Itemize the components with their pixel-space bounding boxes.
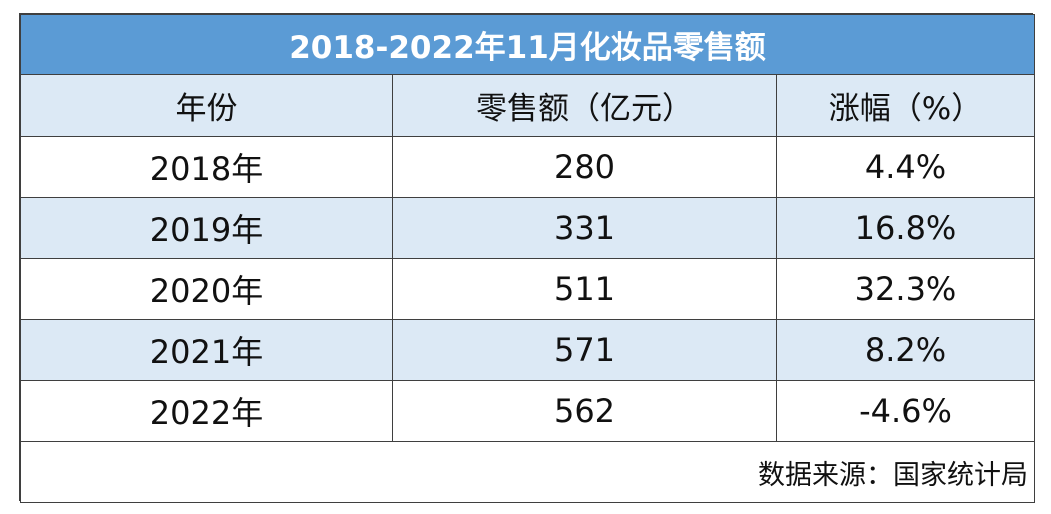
cell-year: 2018年 bbox=[20, 136, 393, 198]
header-growth-rate: 涨幅（%） bbox=[775, 74, 1036, 137]
cell-retail-sales: 511 bbox=[392, 258, 777, 320]
cell-growth-rate: 32.3% bbox=[775, 258, 1036, 320]
table-row: 2019年 331 16.8% bbox=[20, 197, 1036, 259]
cell-year: 2020年 bbox=[20, 258, 393, 320]
sales-table-container: 2018-2022年11月化妆品零售额 年份 零售额（亿元） 涨幅（%） 201… bbox=[19, 13, 1036, 503]
table-row: 2020年 511 32.3% bbox=[20, 258, 1036, 320]
cell-retail-sales: 571 bbox=[392, 319, 777, 381]
cell-growth-rate: -4.6% bbox=[775, 380, 1036, 442]
header-retail-sales: 零售额（亿元） bbox=[392, 74, 777, 137]
table-header-row: 年份 零售额（亿元） 涨幅（%） bbox=[20, 74, 1036, 137]
table-row: 2021年 571 8.2% bbox=[20, 319, 1036, 381]
table-row: 2018年 280 4.4% bbox=[20, 136, 1036, 198]
table-title: 2018-2022年11月化妆品零售额 bbox=[19, 14, 1036, 75]
cell-year: 2021年 bbox=[20, 319, 393, 381]
cell-growth-rate: 8.2% bbox=[775, 319, 1036, 381]
cell-retail-sales: 280 bbox=[392, 136, 777, 198]
cell-growth-rate: 4.4% bbox=[775, 136, 1036, 198]
cosmetics-sales-table: 2018-2022年11月化妆品零售额 年份 零售额（亿元） 涨幅（%） 201… bbox=[19, 14, 1036, 503]
table-title-row: 2018-2022年11月化妆品零售额 bbox=[19, 14, 1036, 75]
header-year: 年份 bbox=[20, 74, 393, 137]
source-row: 数据来源：国家统计局 bbox=[19, 441, 1036, 503]
data-source-note: 数据来源：国家统计局 bbox=[19, 441, 1036, 503]
cell-year: 2019年 bbox=[20, 197, 393, 259]
cell-retail-sales: 562 bbox=[392, 380, 777, 442]
table-row: 2022年 562 -4.6% bbox=[20, 380, 1036, 442]
cell-year: 2022年 bbox=[20, 380, 393, 442]
cell-retail-sales: 331 bbox=[392, 197, 777, 259]
cell-growth-rate: 16.8% bbox=[775, 197, 1036, 259]
